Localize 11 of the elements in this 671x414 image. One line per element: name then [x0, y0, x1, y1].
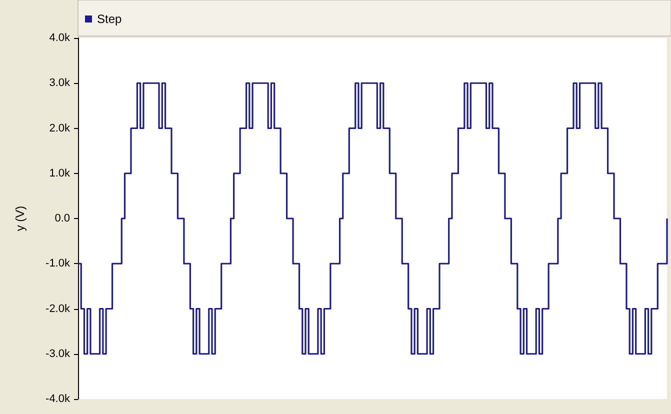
y-tick-label: -1.0k: [46, 258, 70, 270]
legend-label: Step: [97, 12, 122, 26]
y-tick-label: -3.0k: [46, 348, 70, 360]
y-tick-label: 0.0: [54, 212, 70, 224]
y-tick-label: 4.0k: [49, 32, 70, 44]
y-tick-label: 1.0k: [49, 167, 70, 180]
y-tick-label: -4.0k: [46, 393, 70, 405]
y-tick-label: 2.0k: [49, 122, 70, 134]
y-tick-label: 3.0k: [49, 77, 70, 90]
y-tick-label: -2.0k: [46, 302, 70, 315]
y-axis-title: y (V): [13, 206, 27, 232]
